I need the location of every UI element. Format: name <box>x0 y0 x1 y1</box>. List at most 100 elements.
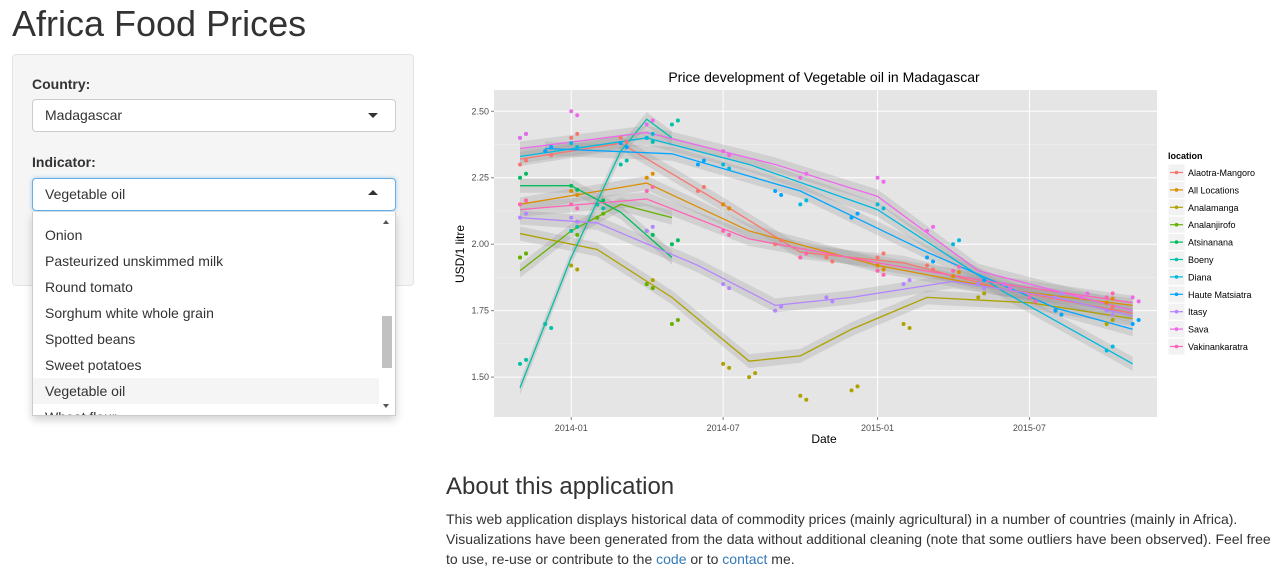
data-point <box>644 282 649 287</box>
data-point <box>644 228 649 233</box>
data-point <box>569 202 574 207</box>
data-point <box>881 206 886 211</box>
data-point <box>549 153 554 158</box>
dropdown-option[interactable]: Sorghum white whole grain <box>45 305 214 321</box>
data-point <box>925 255 930 260</box>
data-point <box>1104 348 1109 353</box>
dropdown-option[interactable]: Onion <box>45 227 83 243</box>
data-point <box>695 189 700 194</box>
data-point <box>907 325 912 330</box>
y-tick-label: 1.75 <box>471 306 489 316</box>
code-link[interactable]: code <box>656 551 687 567</box>
data-point <box>575 219 580 224</box>
data-point <box>798 175 803 180</box>
y-tick-label: 1.50 <box>471 372 489 382</box>
data-point <box>753 371 758 376</box>
data-point <box>650 224 655 229</box>
data-point <box>624 139 629 144</box>
smooth-line <box>519 198 1133 304</box>
data-point <box>1104 308 1109 313</box>
dropdown-option[interactable]: Pasteurized unskimmed milk <box>45 253 224 269</box>
data-point <box>931 267 936 272</box>
data-point <box>644 189 649 194</box>
legend-title: location <box>1168 151 1203 161</box>
data-point <box>1104 321 1109 326</box>
scrollbar-thumb[interactable] <box>382 316 392 368</box>
data-point <box>1110 317 1115 322</box>
legend-label: Analanjirofo <box>1188 220 1236 230</box>
country-select[interactable]: Madagascar <box>32 99 396 132</box>
data-point <box>569 215 574 220</box>
data-point <box>569 109 574 114</box>
data-point <box>982 278 987 283</box>
data-point <box>650 232 655 237</box>
y-axis-label: USD/1 litre <box>453 225 467 283</box>
dropdown-option[interactable]: Spotted beans <box>45 331 136 347</box>
data-point <box>951 274 956 279</box>
data-point <box>569 141 574 146</box>
data-point <box>675 238 680 243</box>
data-point <box>569 228 574 233</box>
legend-key-point <box>1174 257 1179 262</box>
legend-key-point <box>1174 275 1179 279</box>
x-tick-label: 2014-07 <box>707 423 740 433</box>
data-point <box>804 397 809 402</box>
legend-key-point <box>1174 327 1179 331</box>
data-point <box>727 166 732 171</box>
data-point <box>982 291 987 296</box>
smooth-line <box>519 232 1133 362</box>
dropdown-option[interactable]: Round tomato <box>45 279 133 295</box>
legend-label: Diana <box>1188 272 1212 282</box>
data-point <box>601 198 606 203</box>
x-tick-label: 2015-01 <box>861 423 894 433</box>
indicator-select[interactable]: Vegetable oil <box>32 178 396 211</box>
data-point <box>1110 291 1115 296</box>
data-point <box>1130 321 1135 326</box>
price-chart: Price development of Vegetable oil in Ma… <box>446 64 1284 450</box>
dropdown-option[interactable]: Wheat flour <box>33 404 381 415</box>
data-point <box>798 202 803 207</box>
data-point <box>624 158 629 163</box>
data-point <box>773 189 778 194</box>
data-point <box>575 145 580 150</box>
about-text-part: or to <box>686 551 723 567</box>
legend: location Alaotra-Mangoro All Locations Ana… <box>1167 151 1255 356</box>
chart-svg: Price development of Vegetable oil in Ma… <box>453 69 1255 446</box>
scroll-up-arrow-icon[interactable] <box>383 220 389 224</box>
data-point <box>951 242 956 247</box>
data-point <box>976 295 981 300</box>
data-point <box>569 263 574 268</box>
data-point <box>524 357 529 362</box>
data-point <box>543 149 548 154</box>
data-point <box>875 202 880 207</box>
data-point <box>644 175 649 180</box>
dropdown-option[interactable]: Sweet potatoes <box>45 357 142 373</box>
contact-link[interactable]: contact <box>722 551 768 567</box>
data-point <box>1110 296 1115 301</box>
data-point <box>727 232 732 237</box>
data-point <box>1059 312 1064 317</box>
data-point <box>650 131 655 136</box>
data-point <box>569 135 574 140</box>
data-point <box>727 286 732 291</box>
data-point <box>951 268 956 273</box>
data-point <box>855 211 860 216</box>
legend-label: Alaotra-Mangoro <box>1188 168 1255 178</box>
data-point <box>931 259 936 264</box>
data-point <box>957 264 962 269</box>
data-point <box>618 135 623 140</box>
scroll-down-arrow-icon[interactable] <box>383 404 389 408</box>
indicator-select-value: Vegetable oil <box>45 186 126 202</box>
dropdown-option-selected[interactable]: Vegetable oil <box>33 378 381 404</box>
dropdown-scrollbar[interactable] <box>379 212 395 415</box>
data-point <box>644 135 649 140</box>
data-point <box>650 118 655 123</box>
data-point <box>849 215 854 220</box>
x-tick-label: 2014-01 <box>555 423 588 433</box>
data-point <box>1110 304 1115 309</box>
data-point <box>575 224 580 229</box>
data-point <box>721 149 726 154</box>
data-point <box>524 251 529 256</box>
data-point <box>1053 308 1058 313</box>
legend-key-point <box>1174 170 1179 175</box>
